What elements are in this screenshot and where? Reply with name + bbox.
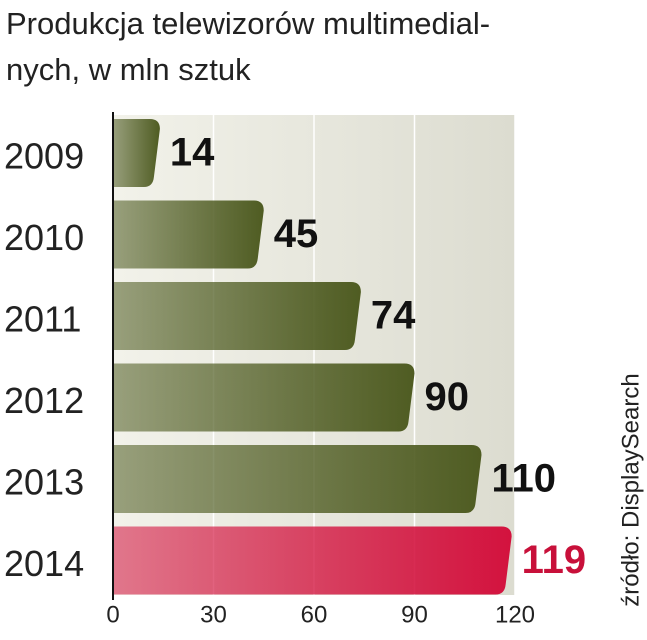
chart-title: Produkcja telewizorów multimedial- — [6, 6, 490, 41]
value-label: 74 — [371, 294, 416, 338]
y-tick-label: 2012 — [4, 380, 84, 421]
bar — [113, 200, 264, 269]
x-tick-label: 90 — [401, 601, 428, 628]
x-tick-label: 60 — [301, 601, 328, 628]
x-tick-label: 120 — [495, 601, 535, 628]
bar — [113, 363, 415, 432]
source: źródło: DisplaySearch — [617, 373, 644, 606]
bar — [113, 445, 482, 513]
bar — [113, 119, 160, 187]
value-label: 14 — [170, 131, 215, 175]
value-label: 90 — [425, 375, 470, 419]
bar — [113, 526, 512, 595]
y-tick-label: 2009 — [4, 136, 84, 177]
y-tick-label: 2010 — [4, 217, 84, 258]
chart-subtitle: nych, w mln sztuk — [6, 52, 251, 87]
x-tick-label: 30 — [200, 601, 227, 628]
value-label: 110 — [492, 457, 557, 501]
y-tick-label: 2014 — [4, 543, 84, 584]
y-tick-label: 2013 — [4, 462, 84, 503]
x-tick-label: 0 — [106, 601, 119, 628]
value-label: 45 — [274, 212, 319, 256]
bar — [113, 282, 361, 350]
value-label: 119 — [522, 538, 587, 582]
y-tick-label: 2011 — [4, 299, 81, 340]
